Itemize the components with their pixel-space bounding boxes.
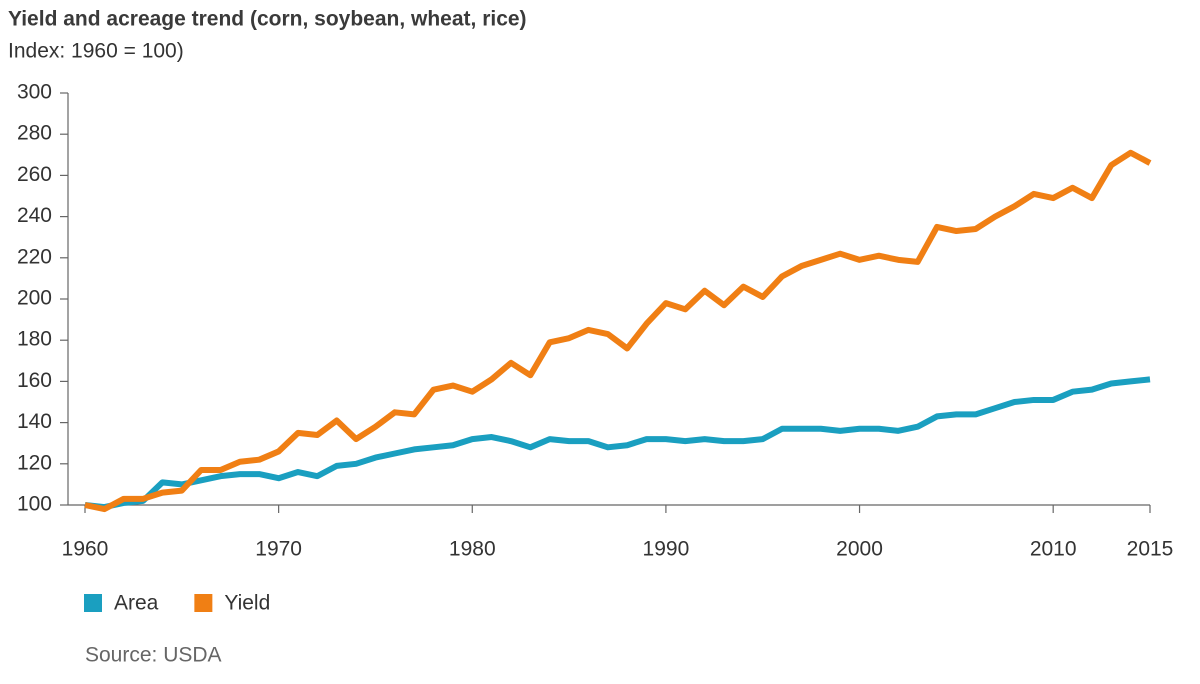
y-tick-label: 100 bbox=[17, 493, 52, 516]
y-tick-label: 260 bbox=[17, 163, 52, 186]
y-tick-label: 240 bbox=[17, 204, 52, 227]
x-tick-label: 1980 bbox=[449, 538, 496, 561]
legend-label: Yield bbox=[224, 592, 270, 615]
y-tick-label: 220 bbox=[17, 245, 52, 268]
legend-swatch bbox=[84, 594, 102, 612]
x-tick-label: 1960 bbox=[62, 538, 109, 561]
y-tick-label: 300 bbox=[17, 81, 52, 104]
x-tick-label: 2010 bbox=[1030, 538, 1077, 561]
y-tick-label: 140 bbox=[17, 410, 52, 433]
legend-swatch bbox=[194, 594, 213, 612]
source-note: Source: USDA bbox=[85, 644, 222, 667]
y-tick-label: 280 bbox=[17, 122, 52, 145]
x-tick-label: 2015 bbox=[1127, 538, 1174, 561]
chart-subtitle: Index: 1960 = 100) bbox=[8, 40, 184, 63]
x-tick-label: 1970 bbox=[255, 538, 302, 561]
y-tick-label: 120 bbox=[17, 451, 52, 474]
y-tick-label: 180 bbox=[17, 328, 52, 351]
x-tick-label: 1990 bbox=[643, 538, 690, 561]
y-tick-label: 200 bbox=[17, 287, 52, 310]
data-line bbox=[84, 376, 1151, 511]
data-line bbox=[84, 149, 1152, 513]
x-tick-label: 2000 bbox=[836, 538, 883, 561]
y-tick-label: 160 bbox=[17, 369, 52, 392]
chart-title: Yield and acreage trend (corn, soybean, … bbox=[8, 8, 527, 31]
legend-label: Area bbox=[114, 592, 159, 615]
